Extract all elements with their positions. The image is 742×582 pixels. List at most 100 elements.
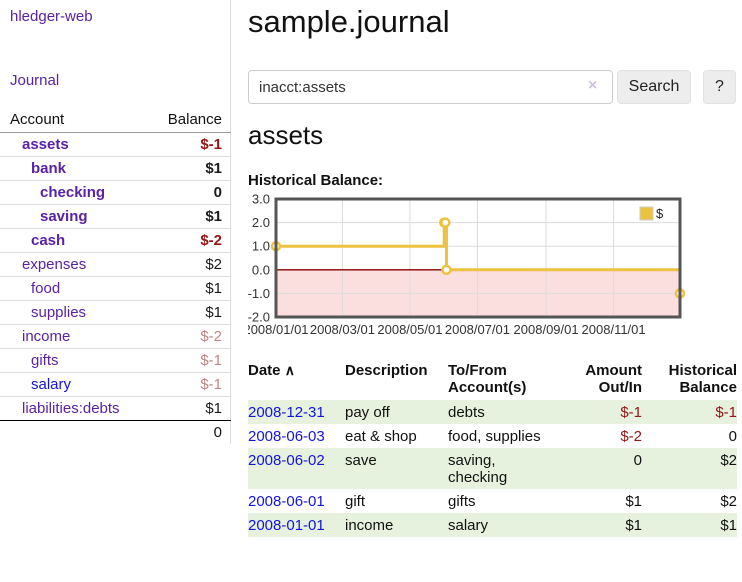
x-axis-tick-label: 2008/07/01 xyxy=(445,322,510,337)
register-balance-cell: 0 xyxy=(728,428,737,445)
account-link[interactable]: gifts xyxy=(31,352,59,369)
search-input[interactable] xyxy=(248,70,613,104)
account-link[interactable]: assets xyxy=(22,136,69,153)
register-amount-cell: $1 xyxy=(625,517,642,534)
register-amount-cell: $1 xyxy=(625,493,642,510)
y-axis-tick-label: 0.0 xyxy=(252,262,270,277)
register-date-cell: 2008-06-01 xyxy=(248,493,345,510)
account-row: bank $1 xyxy=(0,157,231,181)
register-accounts-cell: gifts xyxy=(448,493,476,510)
accounts-column-header: To/From Account(s) xyxy=(448,362,527,396)
register-row: 2008-06-02 save saving, checking 0 $2 xyxy=(248,448,737,489)
account-balance: $1 xyxy=(205,160,222,177)
date-link[interactable]: 2008-12-31 xyxy=(248,404,325,421)
historical-balance-column-header: Historical Balance xyxy=(668,362,737,396)
account-balance: $1 xyxy=(205,208,222,225)
x-axis-tick-label: 2008/11/01 xyxy=(582,322,646,337)
account-row: assets $-1 xyxy=(0,133,231,157)
register-amount-cell: $-1 xyxy=(620,404,642,421)
date-link[interactable]: 2008-06-02 xyxy=(248,452,325,469)
account-balance: $-1 xyxy=(200,376,222,393)
data-point-marker xyxy=(440,217,451,228)
register-description-cell: gift xyxy=(345,493,366,510)
register-balance-cell: $1 xyxy=(720,517,737,534)
search-form: × Search ? xyxy=(248,70,737,104)
register-date-cell: 2008-06-03 xyxy=(248,428,345,445)
account-link[interactable]: salary xyxy=(31,376,72,393)
account-link[interactable]: income xyxy=(22,328,71,345)
account-link[interactable]: saving xyxy=(40,208,88,225)
account-link[interactable]: supplies xyxy=(31,304,87,321)
x-axis-tick-label: 2008/05/01 xyxy=(377,322,442,337)
account-link[interactable]: expenses xyxy=(22,256,87,273)
register-date-cell: 2008-01-01 xyxy=(248,517,345,534)
help-button[interactable]: ? xyxy=(703,70,736,104)
historical-balance-chart: 2008/01/01 2008/03/01 2008/05/01 2008/07/01… xyxy=(243,192,708,351)
app-title[interactable]: hledger-web xyxy=(10,8,93,25)
account-balance: $-2 xyxy=(200,232,222,249)
accounts-table: Account Balance assets $-1 bank $1 checking 0… xyxy=(0,108,231,445)
chart-svg: 2008/01/01 2008/03/01 2008/05/01 2008/07/01… xyxy=(243,192,686,337)
account-link[interactable]: checking xyxy=(40,184,106,201)
page-title: sample.journal xyxy=(248,4,450,39)
register-accounts-cell: food, supplies xyxy=(448,428,541,445)
register-description-cell: pay off xyxy=(345,404,390,421)
balance-column-header: Balance xyxy=(167,111,222,128)
accounts-total-row: 0 xyxy=(0,421,231,445)
account-row: gifts $-1 xyxy=(0,349,231,373)
x-axis-tick-label: 2008/09/01 xyxy=(514,322,579,337)
register-accounts-cell: saving, checking xyxy=(448,452,508,486)
account-column-header: Account xyxy=(10,111,65,128)
account-link[interactable]: cash xyxy=(31,232,66,249)
account-row: cash $-2 xyxy=(0,229,231,253)
legend-swatch xyxy=(639,206,654,221)
register-balance-cell: $2 xyxy=(720,452,737,469)
y-axis-tick-label: 3.0 xyxy=(252,194,270,207)
amount-column-header: Amount Out/In xyxy=(585,362,642,396)
y-axis-tick-label: 2.0 xyxy=(252,215,270,230)
register-row: 2008-06-03 eat & shop food, supplies $-2 0 xyxy=(248,424,737,448)
y-axis-tick-label: 1.0 xyxy=(252,239,270,254)
sidebar: hledger-web Journal Account Balance asse… xyxy=(0,0,231,444)
account-row: food $1 xyxy=(0,277,231,301)
account-row: supplies $1 xyxy=(0,301,231,325)
date-column-header[interactable]: Date ∧ xyxy=(248,362,295,379)
search-button[interactable]: Search xyxy=(617,70,691,104)
register-accounts-cell: salary xyxy=(448,517,489,534)
register-amount-cell: 0 xyxy=(633,452,642,469)
clear-search-icon[interactable]: × xyxy=(588,77,598,94)
data-point-marker xyxy=(441,264,452,276)
x-axis-tick-label: 2008/03/01 xyxy=(310,322,375,337)
register-date-cell: 2008-12-31 xyxy=(248,404,345,421)
account-balance: $-1 xyxy=(200,136,222,153)
legend-label: $ xyxy=(656,206,664,221)
accounts-total-value: 0 xyxy=(213,424,222,441)
register-description-cell: save xyxy=(345,452,377,469)
date-link[interactable]: 2008-06-03 xyxy=(248,428,325,445)
sort-ascending-icon: ∧ xyxy=(284,362,295,378)
register-description-cell: eat & shop xyxy=(345,428,417,445)
account-balance: 0 xyxy=(213,184,222,201)
account-row: expenses $2 xyxy=(0,253,231,277)
account-row: liabilities:debts $1 xyxy=(0,397,231,421)
account-link[interactable]: food xyxy=(31,280,61,297)
account-link[interactable]: liabilities:debts xyxy=(22,400,120,417)
account-balance: $-1 xyxy=(200,352,222,369)
register-row: 2008-06-01 gift gifts $1 $2 xyxy=(248,489,737,513)
register-rows: 2008-12-31 pay off debts $-1 $-1 2008-06-03 ea… xyxy=(248,400,737,537)
x-axis-tick-label: 2008/01/01 xyxy=(248,322,309,337)
account-link[interactable]: bank xyxy=(31,160,67,177)
register-table-header: Date ∧ Description To/From Account(s) Amo… xyxy=(248,360,737,400)
account-row: salary $-1 xyxy=(0,373,231,397)
sidebar-item-journal[interactable]: Journal xyxy=(10,72,60,89)
date-link[interactable]: 2008-06-01 xyxy=(248,493,325,510)
account-balance: $2 xyxy=(205,256,222,273)
account-balance: $1 xyxy=(205,400,222,417)
register-amount-cell: $-2 xyxy=(620,428,642,445)
account-row: saving $1 xyxy=(0,205,231,229)
register-row: 2008-12-31 pay off debts $-1 $-1 xyxy=(248,400,737,424)
account-balance: $1 xyxy=(205,280,222,297)
description-column-header: Description xyxy=(345,362,428,379)
date-link[interactable]: 2008-01-01 xyxy=(248,517,325,534)
